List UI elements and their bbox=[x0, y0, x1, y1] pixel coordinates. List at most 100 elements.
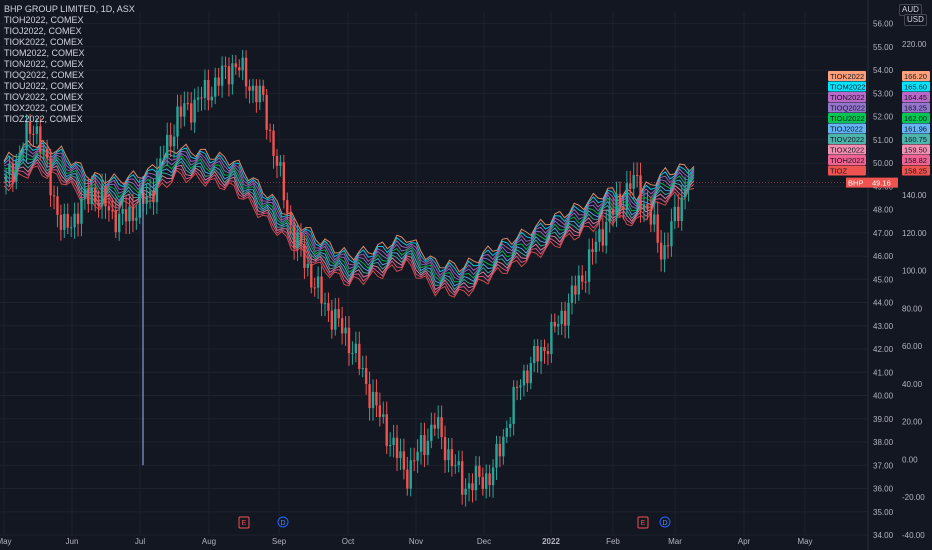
candle-body bbox=[303, 244, 306, 268]
bhp-price-tag-text: 49.16 bbox=[872, 179, 891, 188]
candle-body bbox=[478, 465, 481, 477]
futures-series-line bbox=[3, 154, 695, 287]
candle-body bbox=[190, 103, 193, 123]
candle-body bbox=[680, 197, 683, 221]
series-name-tag bbox=[828, 71, 866, 81]
candle-body bbox=[224, 65, 227, 67]
candle-body bbox=[18, 152, 21, 161]
candle-body bbox=[611, 208, 615, 215]
legend-series-item[interactable]: TIOH2022, COMEX bbox=[4, 15, 84, 25]
candle-body bbox=[361, 368, 364, 370]
candle-body bbox=[519, 385, 522, 388]
candle-body bbox=[419, 435, 423, 452]
legend-series-item[interactable]: TIOZ2022, COMEX bbox=[4, 114, 83, 124]
candle-body bbox=[467, 483, 471, 489]
y-left-tick-label: 34.00 bbox=[873, 531, 894, 540]
candle-body bbox=[533, 346, 536, 364]
candle-body bbox=[100, 185, 104, 207]
candle-body bbox=[45, 148, 49, 159]
candle-body bbox=[464, 488, 467, 495]
candle-body bbox=[282, 162, 286, 201]
candle-body bbox=[334, 309, 337, 330]
candle-body bbox=[409, 460, 412, 489]
candle-body bbox=[121, 209, 124, 214]
candle-body bbox=[337, 309, 340, 319]
series-value-tag bbox=[902, 123, 930, 134]
y-left-tick-label: 38.00 bbox=[873, 438, 894, 447]
y-right-tick-label: 140.00 bbox=[902, 191, 927, 200]
candle-body bbox=[104, 185, 107, 207]
candle-body bbox=[570, 285, 574, 303]
candle-body bbox=[430, 424, 433, 441]
candle-body bbox=[87, 189, 90, 205]
candle-body bbox=[93, 187, 97, 203]
x-tick-label: Jul bbox=[135, 537, 145, 546]
series-value-tag-text: 159.50 bbox=[904, 146, 927, 155]
candle-body bbox=[234, 63, 238, 68]
candle-body bbox=[447, 449, 450, 461]
legend-series-item[interactable]: TIOM2022, COMEX bbox=[4, 48, 85, 58]
dividend-marker-text: D bbox=[662, 520, 667, 527]
candle-body bbox=[509, 423, 512, 428]
legend-series-item[interactable]: TIOX2022, COMEX bbox=[4, 103, 84, 113]
candle-body bbox=[258, 85, 262, 103]
candle-body bbox=[32, 133, 35, 135]
y-right-tick-label: 120.00 bbox=[902, 229, 927, 238]
candle-body bbox=[159, 158, 162, 171]
candle-body bbox=[656, 214, 659, 243]
legend-series-item[interactable]: TIOK2022, COMEX bbox=[4, 37, 84, 47]
candle-body bbox=[649, 209, 653, 225]
candle-body bbox=[443, 437, 447, 461]
series-value-tag-text: 164.45 bbox=[904, 93, 927, 102]
candle-body bbox=[203, 79, 207, 98]
candle-body bbox=[615, 193, 618, 215]
candle-body bbox=[677, 206, 680, 221]
legend-series-item[interactable]: TIOJ2022, COMEX bbox=[4, 26, 82, 36]
candle-body bbox=[460, 461, 464, 495]
legend-series-item[interactable]: TIOV2022, COMEX bbox=[4, 92, 84, 102]
x-tick-label: May bbox=[797, 537, 812, 546]
candle-body bbox=[220, 65, 224, 86]
y-left-tick-label: 55.00 bbox=[873, 43, 894, 52]
candle-body bbox=[522, 370, 526, 386]
candle-body bbox=[388, 444, 392, 446]
earnings-marker bbox=[637, 516, 649, 529]
candle-body bbox=[169, 134, 172, 147]
candle-body bbox=[550, 321, 553, 354]
series-name-tag-text: TIOX2022 bbox=[830, 146, 864, 155]
candle-body bbox=[546, 351, 550, 354]
series-name-tag bbox=[828, 81, 866, 92]
candle-body bbox=[28, 121, 32, 134]
x-tick-label: Feb bbox=[606, 537, 620, 546]
x-tick-label: Sep bbox=[272, 537, 287, 546]
candle-body bbox=[111, 210, 114, 212]
y-left-tick-label: 41.00 bbox=[873, 368, 894, 377]
bhp-name-tag-text: BHP bbox=[848, 179, 863, 188]
candle-body bbox=[279, 162, 282, 166]
candle-body bbox=[4, 174, 8, 182]
legend-series-item[interactable]: TIOQ2022, COMEX bbox=[4, 70, 85, 80]
x-tick-label: Aug bbox=[202, 537, 216, 546]
candle-body bbox=[172, 136, 176, 147]
currency-usd-label[interactable]: USD bbox=[904, 14, 927, 26]
candle-body bbox=[52, 195, 56, 197]
candle-body bbox=[560, 310, 563, 325]
candle-body bbox=[255, 85, 258, 103]
candle-body bbox=[529, 363, 532, 384]
candle-body bbox=[21, 149, 25, 153]
y-right-tick-label: 80.00 bbox=[902, 304, 923, 313]
legend-series-item[interactable]: TIOU2022, COMEX bbox=[4, 81, 84, 91]
candle-body bbox=[59, 214, 63, 230]
candle-body bbox=[378, 405, 382, 417]
candle-body bbox=[196, 97, 200, 100]
bhp-price-tag bbox=[868, 177, 898, 188]
candle-body bbox=[128, 206, 131, 222]
candle-body bbox=[488, 473, 491, 486]
candle-body bbox=[63, 213, 66, 230]
futures-series-line bbox=[3, 145, 695, 279]
y-left-tick-label: 44.00 bbox=[873, 299, 894, 308]
candle-body bbox=[385, 414, 388, 446]
candle-body bbox=[114, 210, 117, 233]
legend-series-item[interactable]: TION2022, COMEX bbox=[4, 59, 84, 69]
